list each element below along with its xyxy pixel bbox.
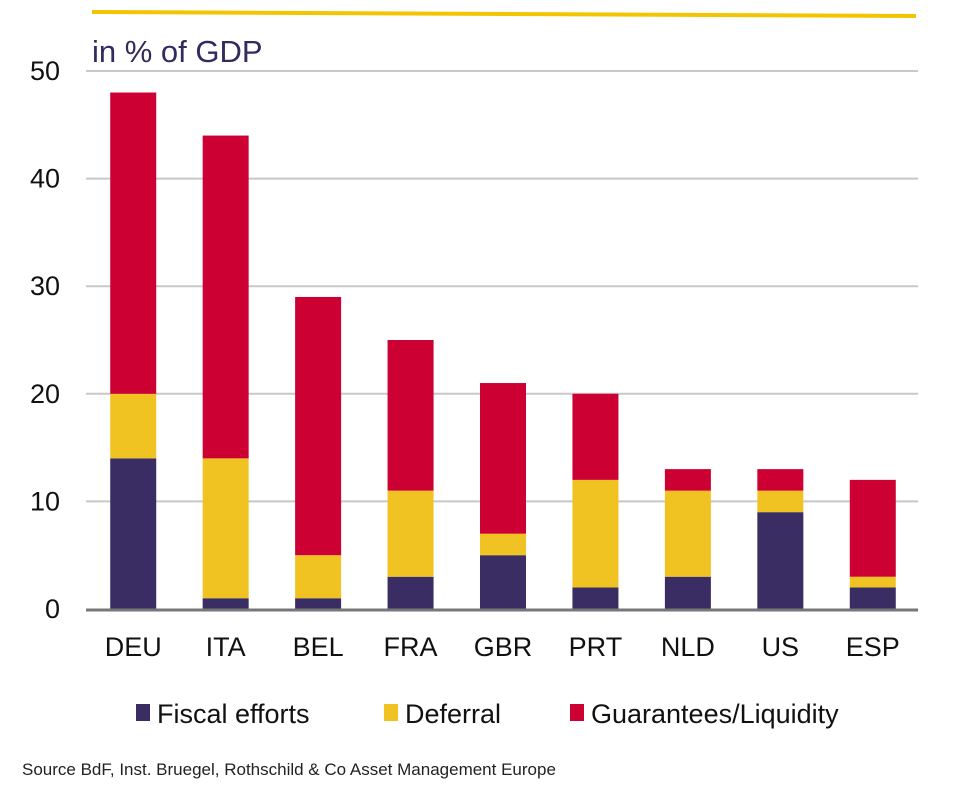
x-tick-label: ESP bbox=[846, 632, 900, 662]
y-tick-label: 10 bbox=[30, 486, 60, 516]
bar-ita-fiscal-efforts bbox=[202, 598, 249, 609]
unit-label: in % of GDP bbox=[92, 34, 263, 69]
y-tick-label: 30 bbox=[30, 271, 60, 301]
legend-swatch bbox=[136, 704, 150, 721]
bar-fra-guarantees-liquidity bbox=[387, 340, 434, 491]
bar-us-fiscal-efforts bbox=[757, 512, 804, 609]
bar-prt-fiscal-efforts bbox=[572, 587, 619, 609]
bar-group-deu bbox=[110, 92, 157, 609]
y-axis-ticks: 0 10 20 30 40 50 bbox=[30, 56, 60, 624]
x-tick-label: GBR bbox=[474, 632, 533, 662]
bar-gbr-fiscal-efforts bbox=[480, 555, 526, 609]
legend: Fiscal efforts Deferral Guarantees/Liquidi… bbox=[136, 699, 839, 729]
bar-bel-guarantees-liquidity bbox=[295, 296, 342, 556]
x-tick-label: FRA bbox=[384, 632, 438, 662]
bars bbox=[110, 92, 896, 609]
x-axis-labels: DEU ITA BEL FRA GBR PRT NLD US ESP bbox=[105, 632, 900, 662]
bar-fra-deferral bbox=[387, 490, 434, 577]
source-note: Source BdF, Inst. Bruegel, Rothschild & … bbox=[22, 760, 556, 779]
legend-label: Fiscal efforts bbox=[157, 699, 310, 729]
bar-group-us bbox=[757, 469, 804, 609]
y-tick-label: 0 bbox=[45, 594, 60, 624]
legend-label: Guarantees/Liquidity bbox=[591, 699, 839, 729]
bar-group-esp bbox=[849, 479, 896, 609]
bar-esp-guarantees-liquidity bbox=[849, 479, 896, 577]
x-tick-label: ITA bbox=[206, 632, 246, 662]
y-tick-label: 40 bbox=[30, 164, 60, 194]
bar-group-bel bbox=[295, 296, 342, 609]
bar-group-ita bbox=[202, 135, 249, 609]
legend-label: Deferral bbox=[405, 699, 501, 729]
bar-group-nld bbox=[664, 469, 711, 609]
bar-bel-deferral bbox=[295, 555, 342, 599]
y-tick-label: 20 bbox=[30, 379, 60, 409]
bar-deu-guarantees-liquidity bbox=[110, 92, 157, 394]
bar-nld-guarantees-liquidity bbox=[664, 469, 711, 491]
legend-swatch bbox=[570, 704, 584, 721]
x-tick-label: PRT bbox=[569, 632, 623, 662]
bar-gbr-guarantees-liquidity bbox=[480, 383, 526, 534]
bar-group-gbr bbox=[480, 383, 526, 609]
legend-item-guarantees-liquidity: Guarantees/Liquidity bbox=[570, 699, 839, 729]
legend-swatch bbox=[384, 704, 398, 721]
bar-esp-fiscal-efforts bbox=[849, 587, 896, 609]
x-tick-label: BEL bbox=[293, 632, 344, 662]
bar-us-guarantees-liquidity bbox=[757, 469, 804, 491]
bar-fra-fiscal-efforts bbox=[387, 576, 434, 609]
bar-group-prt bbox=[572, 393, 619, 609]
x-tick-label: NLD bbox=[661, 632, 715, 662]
bar-group-fra bbox=[387, 340, 434, 609]
bar-ita-guarantees-liquidity bbox=[202, 135, 249, 459]
legend-item-fiscal-efforts: Fiscal efforts bbox=[136, 699, 310, 729]
bar-deu-fiscal-efforts bbox=[110, 458, 157, 609]
bar-ita-deferral bbox=[202, 458, 249, 599]
y-tick-label: 50 bbox=[30, 56, 60, 86]
bar-deu-deferral bbox=[110, 393, 157, 459]
bar-gbr-deferral bbox=[480, 533, 526, 556]
bar-nld-fiscal-efforts bbox=[664, 576, 711, 609]
bar-nld-deferral bbox=[664, 490, 711, 577]
bar-esp-deferral bbox=[849, 576, 896, 588]
accent-top-line bbox=[91, 10, 917, 18]
bar-prt-deferral bbox=[572, 479, 619, 588]
bar-bel-fiscal-efforts bbox=[295, 598, 342, 609]
legend-item-deferral: Deferral bbox=[384, 699, 501, 729]
bar-prt-guarantees-liquidity bbox=[572, 393, 619, 480]
x-tick-label: DEU bbox=[105, 632, 162, 662]
x-tick-label: US bbox=[762, 632, 800, 662]
bar-us-deferral bbox=[757, 490, 804, 513]
